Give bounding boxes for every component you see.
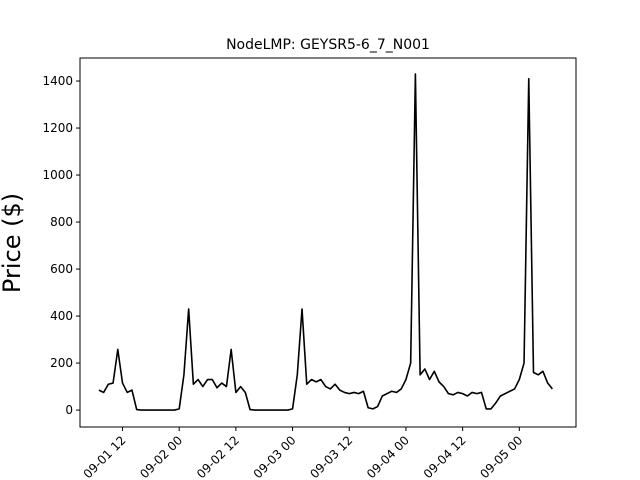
x-tick-label: 09-02 00 — [137, 433, 185, 480]
x-tick-label: 09-05 00 — [477, 433, 525, 480]
x-tick-label: 09-03 12 — [307, 433, 355, 480]
y-tick-label: 1400 — [42, 74, 73, 88]
y-tick-label: 1000 — [42, 168, 73, 182]
price-line — [98, 73, 554, 411]
x-tick-label: 09-04 12 — [421, 433, 469, 480]
plot-frame — [79, 57, 577, 428]
y-tick-label: 600 — [50, 262, 73, 276]
x-tick-label: 09-03 00 — [251, 433, 299, 480]
x-tick-label: 09-01 12 — [81, 433, 129, 480]
chart-title: NodeLMP: GEYSR5-6_7_N001 — [226, 37, 430, 53]
y-tick-label: 400 — [50, 309, 73, 323]
y-tick-label: 1200 — [42, 121, 73, 135]
y-axis-label: Price ($) — [0, 193, 26, 293]
y-tick-label: 800 — [50, 215, 73, 229]
x-tick-label: 09-02 12 — [194, 433, 242, 480]
x-tick-label: 09-04 00 — [364, 433, 412, 480]
y-tick-label: 200 — [50, 356, 73, 370]
y-tick-label: 0 — [65, 403, 73, 417]
